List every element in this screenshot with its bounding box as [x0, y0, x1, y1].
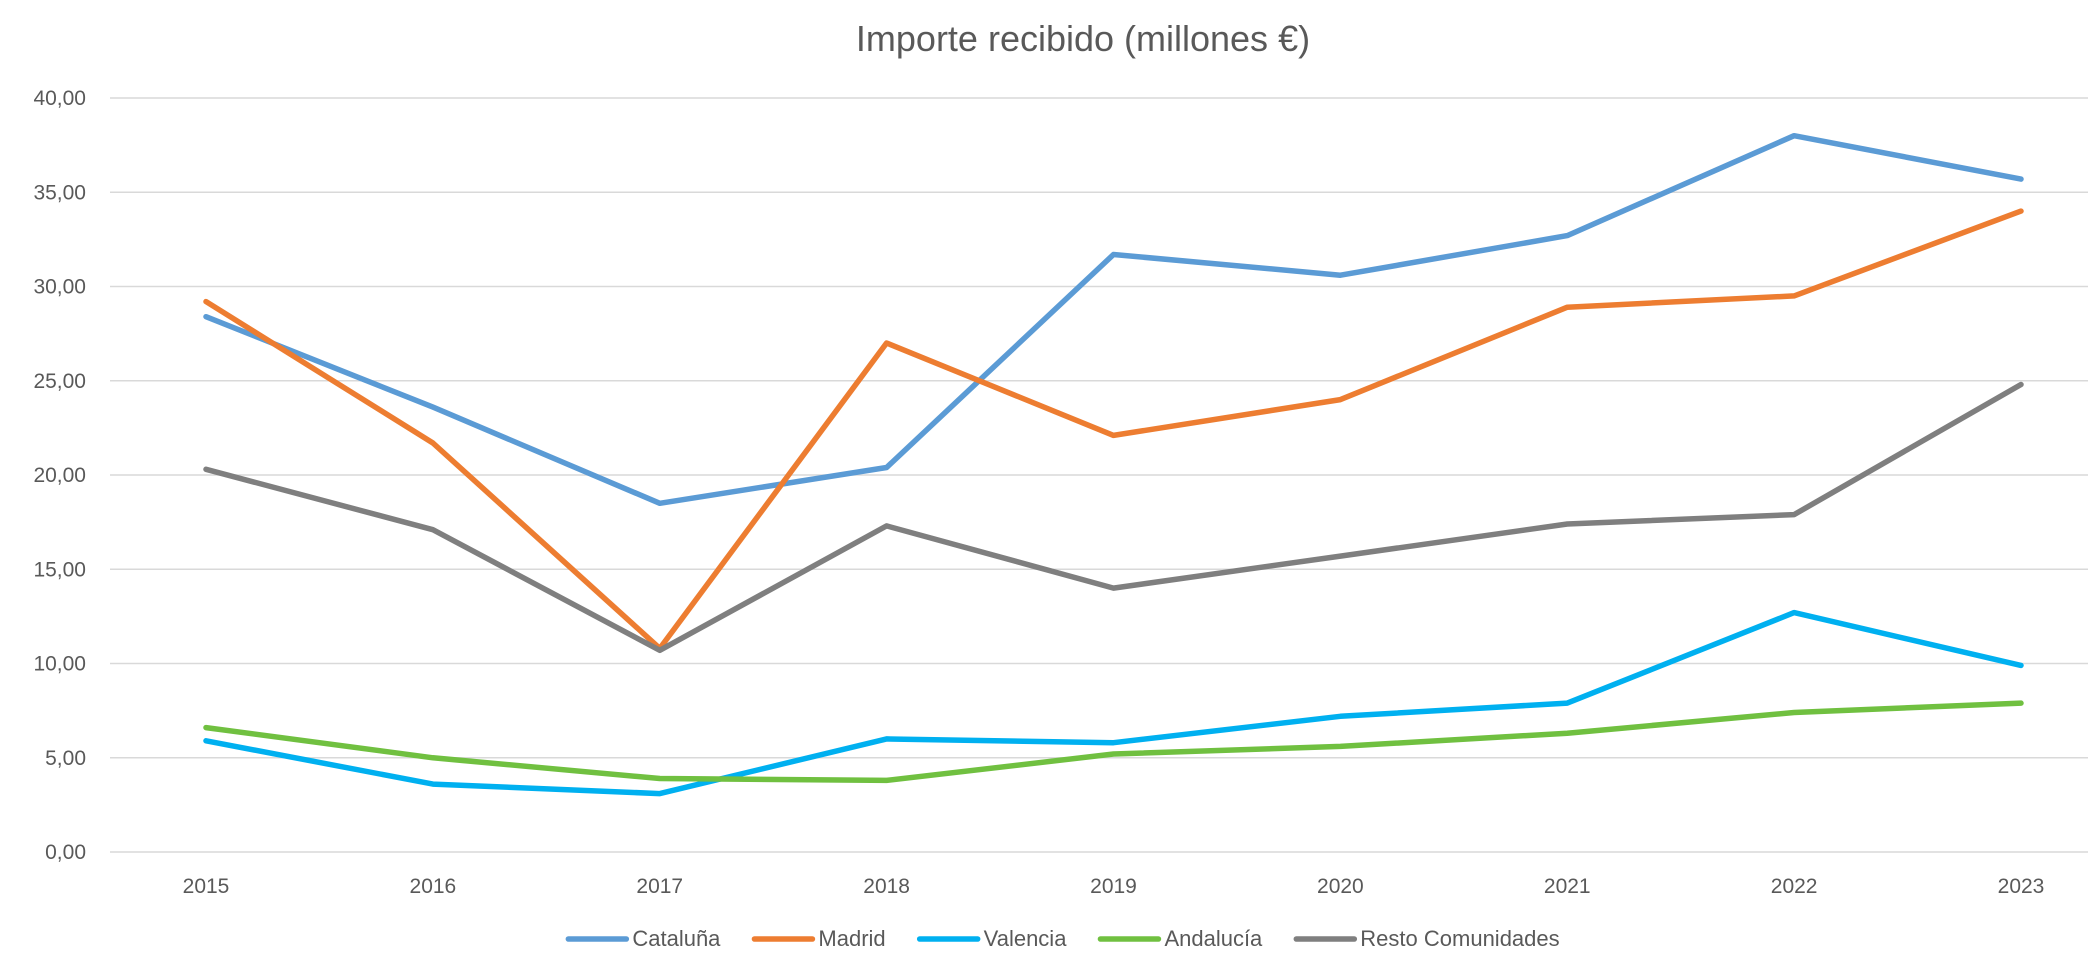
y-tick-label: 30,00: [33, 276, 86, 299]
legend-label: Andalucía: [1164, 926, 1263, 951]
data-point: [1791, 710, 1797, 716]
series-group: [203, 208, 2024, 652]
data-point: [657, 775, 663, 781]
data-point: [2018, 382, 2024, 388]
data-point: [203, 725, 209, 731]
data-point: [1791, 293, 1797, 299]
legend-label: Valencia: [984, 926, 1068, 951]
data-point: [1111, 432, 1117, 438]
data-point: [430, 527, 436, 533]
series-line: [203, 700, 2024, 784]
legend-item: Andalucía: [1097, 926, 1263, 951]
data-point: [1111, 751, 1117, 757]
legend-item: Resto Comunidades: [1293, 926, 1560, 951]
x-tick-label: 2017: [636, 875, 683, 898]
x-tick-label: 2022: [1771, 875, 1818, 898]
x-tick-label: 2018: [863, 875, 910, 898]
data-point: [203, 299, 209, 305]
data-point: [1337, 272, 1343, 278]
data-point: [1791, 133, 1797, 139]
y-tick-label: 15,00: [33, 558, 86, 581]
data-point: [430, 781, 436, 787]
data-point: [1564, 700, 1570, 706]
data-point: [1564, 521, 1570, 527]
data-point: [203, 314, 209, 320]
data-point: [657, 791, 663, 797]
data-point: [1564, 730, 1570, 736]
x-tick-label: 2016: [410, 875, 457, 898]
data-point: [203, 466, 209, 472]
data-point: [657, 500, 663, 506]
series-group: [203, 700, 2024, 784]
data-point: [657, 647, 663, 653]
data-point: [1791, 512, 1797, 518]
series-lines: [203, 132, 2024, 797]
data-point: [1111, 740, 1117, 746]
series-line: [203, 381, 2024, 654]
data-point: [884, 340, 890, 346]
x-axis-tick-labels: 2015 2016 2017 2018 2019 2020 2021 2022 2023: [183, 875, 2045, 898]
data-point: [1111, 251, 1117, 257]
series-line: [203, 609, 2024, 797]
legend-item: Cataluña: [565, 926, 721, 951]
x-tick-label: 2019: [1090, 875, 1137, 898]
data-point: [1111, 585, 1117, 591]
x-tick-label: 2021: [1544, 875, 1591, 898]
data-point: [884, 464, 890, 470]
gridlines: [110, 97, 2088, 853]
series-line: [203, 132, 2024, 507]
series-group: [203, 381, 2024, 654]
legend-label: Madrid: [818, 926, 885, 951]
data-point: [430, 440, 436, 446]
data-point: [1337, 397, 1343, 403]
y-axis-tick-labels: 0,00 5,00 10,00 15,00 20,00 25,00 30,00 35,00 40…: [33, 87, 86, 864]
y-tick-label: 40,00: [33, 87, 86, 110]
y-tick-label: 5,00: [45, 747, 86, 770]
series-line: [203, 208, 2024, 652]
series-group: [203, 609, 2024, 797]
series-group: [203, 132, 2024, 507]
data-point: [1337, 743, 1343, 749]
x-tick-label: 2020: [1317, 875, 1364, 898]
data-point: [1337, 553, 1343, 559]
legend: Cataluña Madrid Valencia Andalucía Resto Com…: [565, 926, 1560, 951]
y-tick-label: 10,00: [33, 653, 86, 676]
data-point: [2018, 208, 2024, 214]
data-point: [1337, 713, 1343, 719]
data-point: [884, 523, 890, 529]
y-tick-label: 35,00: [33, 181, 86, 204]
data-point: [2018, 176, 2024, 182]
x-tick-label: 2015: [183, 875, 230, 898]
data-point: [1791, 610, 1797, 616]
data-point: [2018, 662, 2024, 668]
y-tick-label: 25,00: [33, 370, 86, 393]
legend-item: Valencia: [916, 926, 1068, 951]
data-point: [884, 736, 890, 742]
data-point: [2018, 700, 2024, 706]
data-point: [430, 755, 436, 761]
legend-label: Resto Comunidades: [1360, 926, 1559, 951]
data-point: [1564, 233, 1570, 239]
legend-item: Madrid: [751, 926, 886, 951]
data-point: [430, 404, 436, 410]
x-tick-label: 2023: [1998, 875, 2045, 898]
y-tick-label: 0,00: [45, 841, 86, 864]
legend-label: Cataluña: [632, 926, 721, 951]
data-point: [1564, 304, 1570, 310]
chart-title: Importe recibido (millones €): [856, 18, 1310, 59]
data-point: [884, 777, 890, 783]
y-tick-label: 20,00: [33, 464, 86, 487]
data-point: [203, 738, 209, 744]
